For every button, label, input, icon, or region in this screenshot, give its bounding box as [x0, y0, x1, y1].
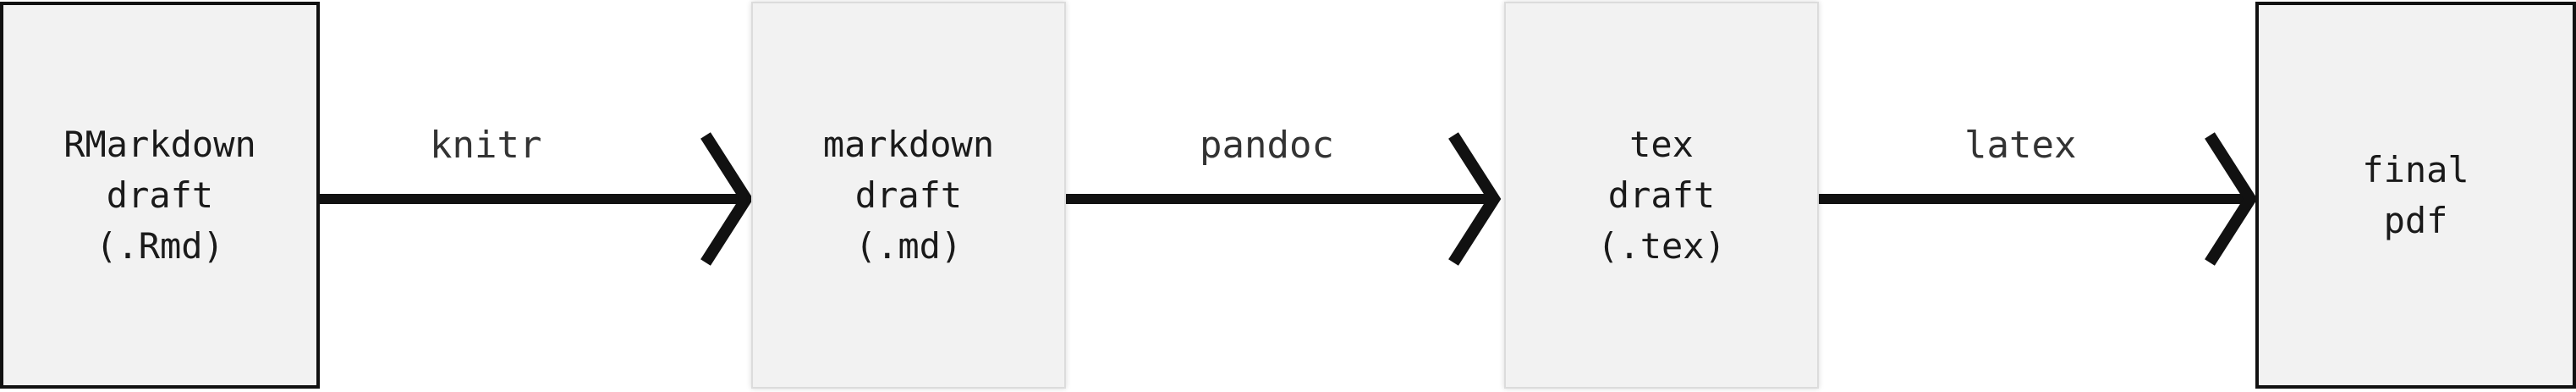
- node-tex-draft: tex draft (.tex): [1504, 2, 1819, 389]
- node-label-line: pdf: [2383, 199, 2448, 241]
- node-label-line: (.tex): [1597, 224, 1726, 267]
- node-label-line: (.Rmd): [96, 224, 224, 267]
- edge-label-knitr: knitr: [430, 124, 542, 167]
- edge-label-pandoc: pandoc: [1200, 124, 1334, 167]
- arrow-right-icon: [1066, 132, 1502, 266]
- node-label-line: draft: [854, 174, 963, 216]
- arrow-right-icon: [320, 132, 754, 266]
- node-label-line: (.md): [854, 224, 963, 267]
- node-label-line: draft: [106, 174, 214, 216]
- node-markdown-draft: markdown draft (.md): [751, 2, 1066, 389]
- arrow-right-icon: [1819, 132, 2258, 266]
- edge-knitr: knitr: [320, 0, 754, 392]
- node-rmarkdown-draft: RMarkdown draft (.Rmd): [0, 2, 320, 389]
- edge-latex: latex: [1819, 0, 2258, 392]
- edge-label-latex: latex: [1964, 124, 2077, 167]
- node-label-line: tex: [1629, 123, 1694, 165]
- node-label-line: draft: [1607, 174, 1716, 216]
- node-label-line: final: [2362, 148, 2469, 190]
- node-final-pdf: final pdf: [2255, 2, 2576, 389]
- node-label-line: markdown: [822, 123, 995, 165]
- edge-pandoc: pandoc: [1066, 0, 1502, 392]
- node-label-line: RMarkdown: [63, 123, 256, 165]
